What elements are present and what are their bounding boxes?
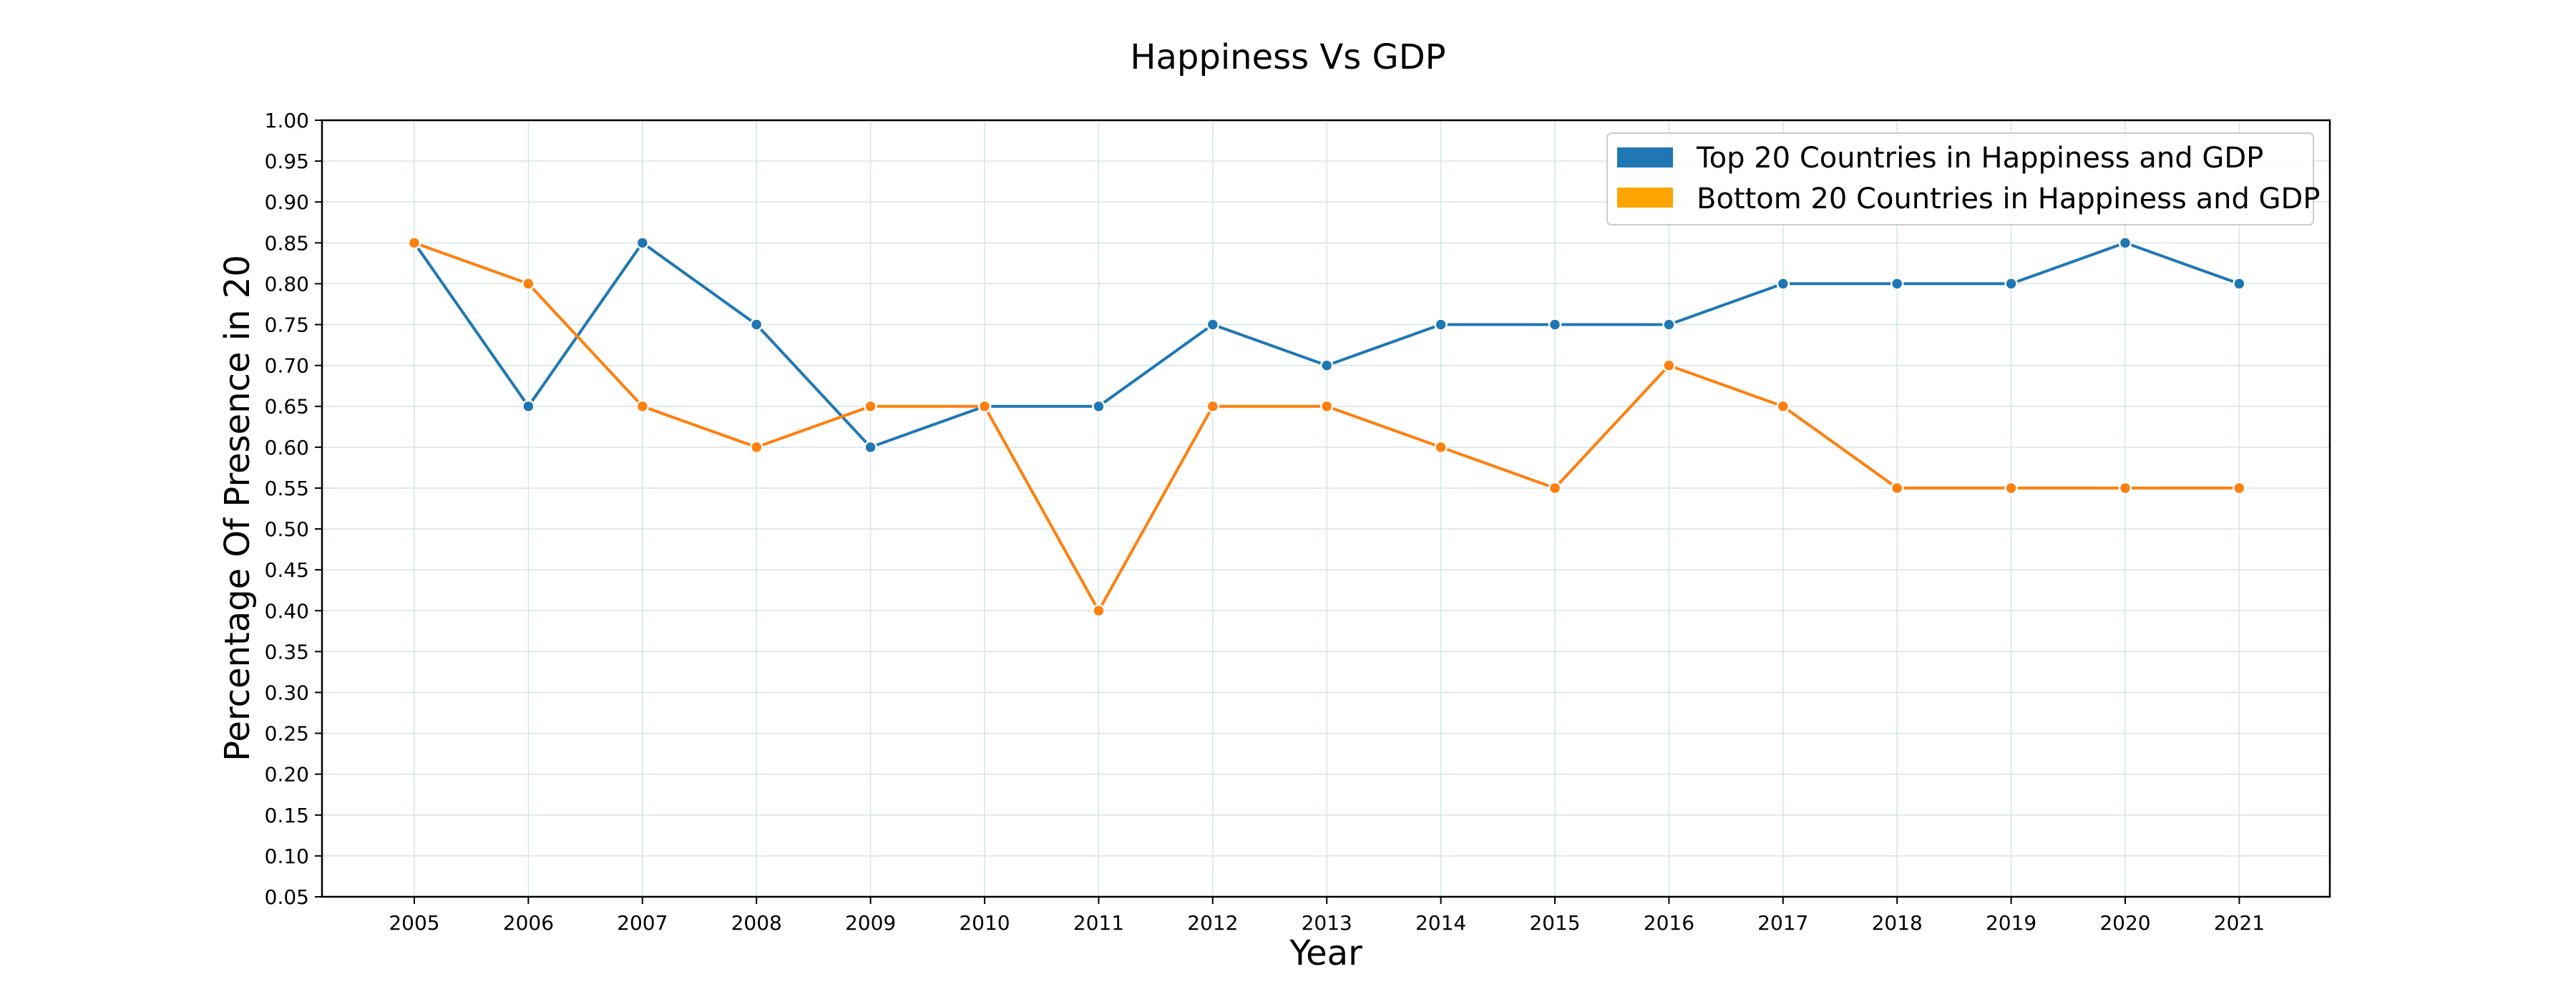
- data-point-1: [1434, 440, 1448, 454]
- legend-label-bottom: Bottom 20 Countries in Happiness and GDP: [1697, 183, 2320, 215]
- data-point-0: [1092, 399, 1106, 413]
- y-tick-label: 0.80: [265, 272, 309, 296]
- data-point-1: [1206, 399, 1220, 413]
- data-point-1: [635, 399, 650, 413]
- y-tick-label: 0.45: [265, 558, 309, 582]
- y-tick-label: 0.70: [265, 354, 309, 378]
- data-point-1: [1662, 359, 1676, 372]
- data-point-1: [1548, 481, 1562, 495]
- data-point-0: [1662, 318, 1676, 331]
- y-tick-label: 0.15: [265, 804, 309, 827]
- y-tick-label: 0.05: [265, 885, 309, 909]
- x-tick-label: 2014: [1415, 911, 1466, 935]
- y-tick-label: 1.00: [265, 109, 309, 132]
- legend: Top 20 Countries in Happiness and GDP Bo…: [1606, 132, 2320, 225]
- x-tick-label: 2019: [1986, 911, 2036, 935]
- data-point-0: [1776, 277, 1790, 291]
- chart-title: Happiness Vs GDP: [1130, 37, 1445, 77]
- x-tick-label: 2010: [959, 911, 1010, 935]
- x-tick-label: 2013: [1302, 911, 1352, 935]
- data-point-0: [1206, 318, 1220, 331]
- data-point-1: [977, 399, 992, 413]
- y-tick-label: 0.20: [265, 763, 309, 787]
- data-point-0: [635, 236, 650, 250]
- y-tick-label: 0.65: [265, 395, 309, 419]
- x-tick-label: 2016: [1644, 911, 1694, 935]
- x-tick-label: 2018: [1872, 911, 1923, 935]
- data-point-0: [2004, 277, 2018, 291]
- y-tick-label: 0.90: [265, 190, 309, 214]
- plot-frame: [321, 119, 2331, 898]
- x-tick-label: 2011: [1073, 911, 1124, 935]
- x-tick-label: 2015: [1529, 911, 1580, 935]
- series-points: [407, 236, 2246, 618]
- grid-lines: [322, 120, 2330, 898]
- x-tick-label: 2006: [503, 911, 554, 935]
- y-tick-label: 0.95: [265, 150, 309, 173]
- y-tick-label: 0.60: [265, 436, 309, 459]
- data-point-1: [749, 440, 763, 454]
- y-tick-label: 0.85: [265, 231, 309, 255]
- y-tick-label: 0.25: [265, 722, 309, 746]
- data-point-1: [407, 236, 421, 250]
- data-point-0: [1319, 359, 1334, 372]
- x-tick-label: 2020: [2099, 911, 2150, 935]
- data-point-1: [2233, 481, 2246, 495]
- data-point-0: [864, 440, 877, 454]
- x-axis: 2005 2006 2007 2008 2009 2010 2011 2012 2013 2014…: [389, 897, 2265, 935]
- data-point-1: [1776, 399, 1790, 413]
- x-tick-label: 2008: [731, 911, 782, 935]
- y-tick-label: 0.35: [265, 640, 309, 663]
- y-axis: 0.05 0.10 0.15 0.20 0.25 0.30 0.35 0.40 0.45 0.50…: [265, 109, 322, 909]
- y-tick-label: 0.50: [265, 517, 309, 541]
- data-point-1: [864, 399, 877, 413]
- data-point-0: [1434, 318, 1448, 331]
- x-tick-label: 2021: [2214, 911, 2265, 935]
- y-tick-label: 0.30: [265, 681, 309, 704]
- x-tick-label: 2007: [617, 911, 668, 935]
- y-tick-label: 0.10: [265, 845, 309, 868]
- data-point-0: [522, 399, 535, 413]
- x-tick-label: 2005: [389, 911, 439, 935]
- data-point-1: [1890, 481, 1904, 495]
- legend-swatch-bottom: [1617, 188, 1673, 208]
- y-tick-label: 0.55: [265, 477, 309, 500]
- data-point-1: [522, 277, 535, 291]
- data-point-1: [2004, 481, 2018, 495]
- legend-box: [1606, 132, 2314, 225]
- x-tick-label: 2012: [1187, 911, 1238, 935]
- data-point-0: [2118, 236, 2132, 250]
- data-point-0: [2233, 277, 2246, 291]
- data-point-0: [1890, 277, 1904, 291]
- data-point-0: [1548, 318, 1562, 331]
- y-tick-label: 0.40: [265, 599, 309, 623]
- legend-label-top: Top 20 Countries in Happiness and GDP: [1696, 142, 2263, 175]
- data-point-1: [1319, 399, 1334, 413]
- x-tick-label: 2017: [1757, 911, 1808, 935]
- y-axis-title: Percentage Of Presence in 20: [218, 255, 258, 762]
- data-point-0: [749, 318, 763, 331]
- x-tick-label: 2009: [845, 911, 896, 935]
- data-point-1: [2118, 481, 2132, 495]
- x-axis-title: Year: [1289, 933, 1362, 973]
- legend-swatch-top: [1617, 147, 1673, 167]
- y-tick-label: 0.75: [265, 313, 309, 337]
- data-point-1: [1092, 604, 1106, 618]
